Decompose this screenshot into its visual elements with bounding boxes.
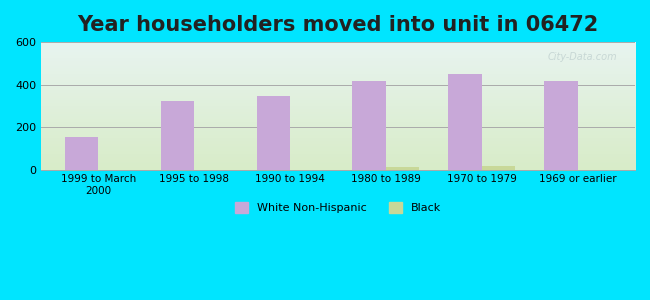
Legend: White Non-Hispanic, Black: White Non-Hispanic, Black — [230, 197, 446, 218]
Bar — [482, 166, 515, 170]
Bar — [386, 167, 419, 169]
Bar — [352, 81, 386, 170]
Bar — [544, 81, 577, 170]
Text: City-Data.com: City-Data.com — [547, 52, 618, 62]
Title: Year householders moved into unit in 06472: Year householders moved into unit in 064… — [77, 15, 599, 35]
Bar — [65, 136, 98, 169]
Bar — [161, 100, 194, 169]
Bar — [448, 74, 482, 170]
Bar — [257, 96, 290, 170]
